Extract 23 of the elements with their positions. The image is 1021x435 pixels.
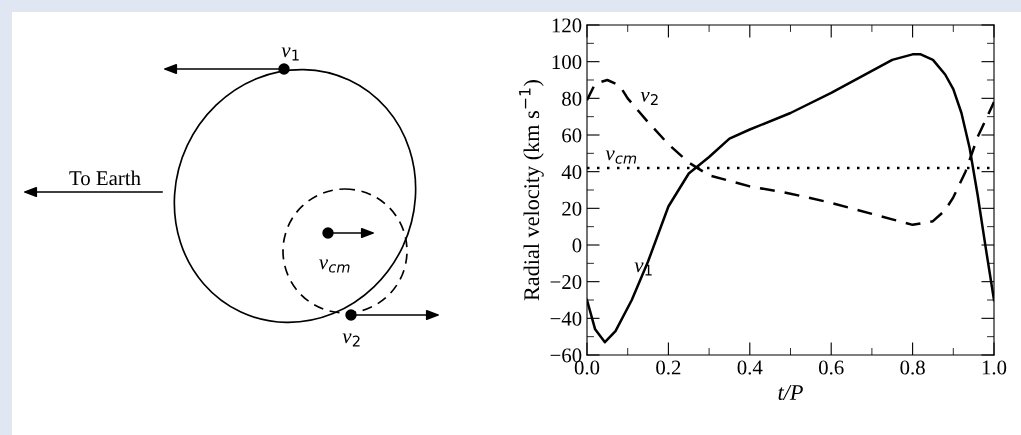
y-tick-label: 0: [572, 238, 582, 253]
x-axis-title: t/P: [778, 385, 803, 400]
series-label: v$_{1}$: [634, 262, 652, 276]
x-tick-label: 1.0: [982, 360, 1007, 375]
text: v$_{1}$: [281, 47, 299, 61]
y-tick-label: −20: [550, 275, 582, 290]
x-tick-label: 0.8: [900, 360, 925, 375]
ref-line-label: v$_{cm}$: [605, 150, 637, 164]
x-tick-label: 0.6: [818, 360, 844, 375]
text: v$_{2}$: [342, 333, 360, 347]
y-tick-label: 120: [552, 18, 582, 33]
text: To Earth: [69, 170, 141, 186]
y-tick-label: 20: [562, 201, 582, 216]
y-tick-label: −40: [550, 311, 582, 326]
y-tick-label: 80: [562, 91, 582, 106]
x-tick-label: 0.4: [737, 360, 763, 375]
series-label: v$_{2}$: [640, 91, 658, 105]
x-tick-label: 0.2: [656, 360, 681, 375]
y-tick-label: 40: [561, 165, 582, 180]
y-tick-label: 100: [552, 55, 582, 70]
y-axis-title: Radial velocity (km s$^{−1}$): [519, 80, 544, 301]
text: v$_{cm}$: [319, 259, 350, 273]
y-tick-label: 60: [562, 128, 582, 143]
